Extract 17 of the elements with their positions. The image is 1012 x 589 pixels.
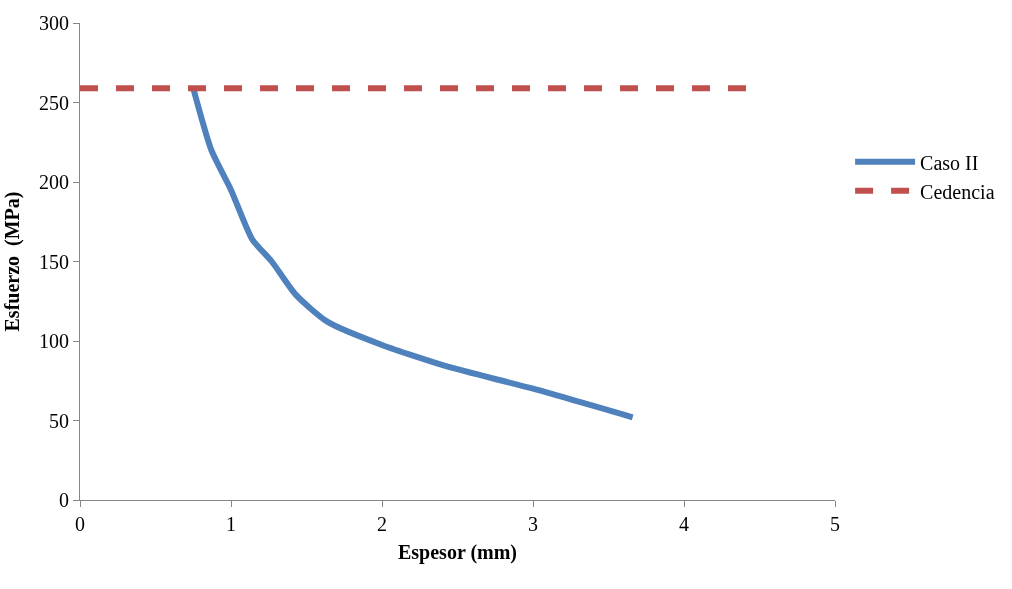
y-tick-label: 300 <box>39 12 69 34</box>
x-tick-label: 0 <box>75 513 85 535</box>
x-axis-title: Espesor (mm) <box>397 540 518 564</box>
y-axis-title: Esfuerzo (MPa) <box>0 191 24 332</box>
x-tick-label: 1 <box>226 513 236 535</box>
y-tick-label: 150 <box>39 250 69 273</box>
x-tick-label: 5 <box>830 513 840 535</box>
y-tick-label: 250 <box>39 91 69 114</box>
x-tick-label: 2 <box>377 513 387 535</box>
legend-label: Cedencia <box>920 180 995 203</box>
y-tick-label: 50 <box>49 409 69 432</box>
legend-label: Caso II <box>920 151 979 174</box>
x-tick-label: 3 <box>528 513 538 535</box>
y-tick-label: 0 <box>59 489 69 511</box>
x-tick-label: 4 <box>679 513 689 535</box>
y-tick-label: 100 <box>39 330 69 352</box>
y-tick-label: 200 <box>39 171 69 193</box>
